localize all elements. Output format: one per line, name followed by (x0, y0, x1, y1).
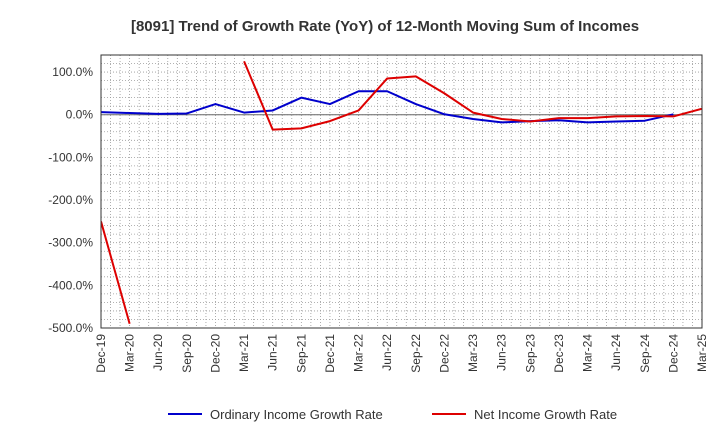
y-tick-label: -200.0% (48, 193, 93, 207)
plot-border (100, 54, 703, 329)
x-tick-label: Dec-20 (208, 334, 222, 373)
series-line-2 (101, 61, 702, 324)
x-tick-label: Dec-22 (437, 334, 451, 373)
legend-label-1: Ordinary Income Growth Rate (210, 407, 383, 422)
y-tick-label: -400.0% (48, 278, 93, 292)
x-tick-label: Dec-23 (552, 334, 566, 373)
x-tick-label: Mar-23 (466, 334, 480, 372)
y-tick-label: -100.0% (48, 150, 93, 164)
x-tick-label: Sep-23 (523, 334, 537, 373)
x-tick-label: Sep-22 (409, 334, 423, 373)
legend: Ordinary Income Growth Rate Net Income Gr… (168, 407, 617, 422)
x-tick-label: Mar-20 (123, 334, 137, 372)
x-tick-label: Jun-20 (151, 334, 165, 371)
x-tick-label: Mar-25 (695, 334, 709, 372)
x-tick-label: Jun-21 (266, 334, 280, 371)
y-tick-label: 0.0% (66, 108, 94, 122)
legend-label-2: Net Income Growth Rate (474, 407, 617, 422)
x-tick-label: Dec-19 (94, 334, 108, 373)
x-tick-label: Mar-24 (581, 334, 595, 372)
x-tick-label: Mar-21 (237, 334, 251, 372)
y-tick-label: -500.0% (48, 321, 93, 335)
x-tick-label: Sep-20 (180, 334, 194, 373)
chart-title: [8091] Trend of Growth Rate (YoY) of 12-… (131, 18, 639, 35)
x-tick-label: Sep-21 (294, 334, 308, 373)
x-axis-labels: Dec-19 Mar-20 Jun-20 Sep-20 Dec-20 Mar-21 Jun-… (94, 334, 709, 373)
x-tick-label: Mar-22 (352, 334, 366, 372)
x-tick-label: Jun-24 (609, 334, 623, 371)
y-axis-labels: 100.0% 0.0% -100.0% -200.0% -300.0% -400.0% -5… (48, 65, 93, 335)
x-tick-label: Jun-22 (380, 334, 394, 371)
x-tick-label: Dec-24 (666, 334, 680, 373)
x-tick-label: Sep-24 (638, 334, 652, 373)
y-tick-label: -300.0% (48, 236, 93, 250)
x-tick-label: Dec-21 (323, 334, 337, 373)
plot-area (100, 54, 703, 329)
y-tick-label: 100.0% (52, 65, 93, 79)
x-tick-label: Jun-23 (495, 334, 509, 371)
series-line-1 (101, 90, 674, 124)
